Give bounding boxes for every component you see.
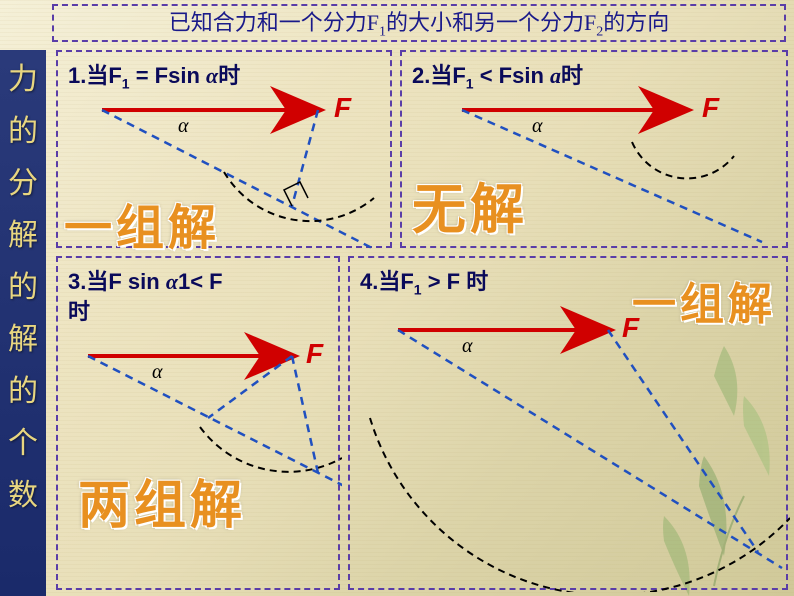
panel2-answer: 无解: [412, 165, 528, 244]
svg-text:α: α: [152, 361, 163, 383]
panel-4: 4.当F1 > F 时 α F 一组解: [348, 256, 788, 590]
svg-text:α: α: [178, 115, 189, 137]
sidebar-char: 解: [8, 210, 38, 254]
sidebar-char: 的: [8, 262, 38, 306]
header-text: 已知合力和一个分力F1的大小和另一个分力F2的方向: [169, 5, 670, 40]
sidebar-char: 分: [8, 158, 38, 202]
svg-text:α: α: [532, 115, 543, 137]
panel3-answer: 两组解: [78, 463, 246, 538]
sidebar-char: 力: [8, 54, 38, 98]
svg-text:α: α: [462, 335, 473, 357]
panel1-F: F: [334, 92, 351, 124]
sidebar-char: 的: [8, 366, 38, 410]
sidebar: 力的分解的解的个数: [0, 50, 46, 596]
panel3-diagram: α: [58, 258, 342, 592]
sidebar-char: 的: [8, 106, 38, 150]
sidebar-char: 个: [8, 418, 38, 462]
panel-1: 1.当F1 = Fsin α时 α F 一组解: [56, 50, 392, 248]
sidebar-char: 解: [8, 314, 38, 358]
panel1-answer: 一组解: [64, 188, 220, 258]
sidebar-char: 数: [8, 470, 38, 514]
panel2-F: F: [702, 92, 719, 124]
panel-3: 3.当F sin α1< F 时 α F 两组解: [56, 256, 340, 590]
panel4-answer: 一组解: [632, 268, 776, 332]
panel3-F: F: [306, 338, 323, 370]
panel-2: 2.当F1 < Fsin a时 α F 无解: [400, 50, 788, 248]
header-box: 已知合力和一个分力F1的大小和另一个分力F2的方向: [52, 4, 786, 42]
